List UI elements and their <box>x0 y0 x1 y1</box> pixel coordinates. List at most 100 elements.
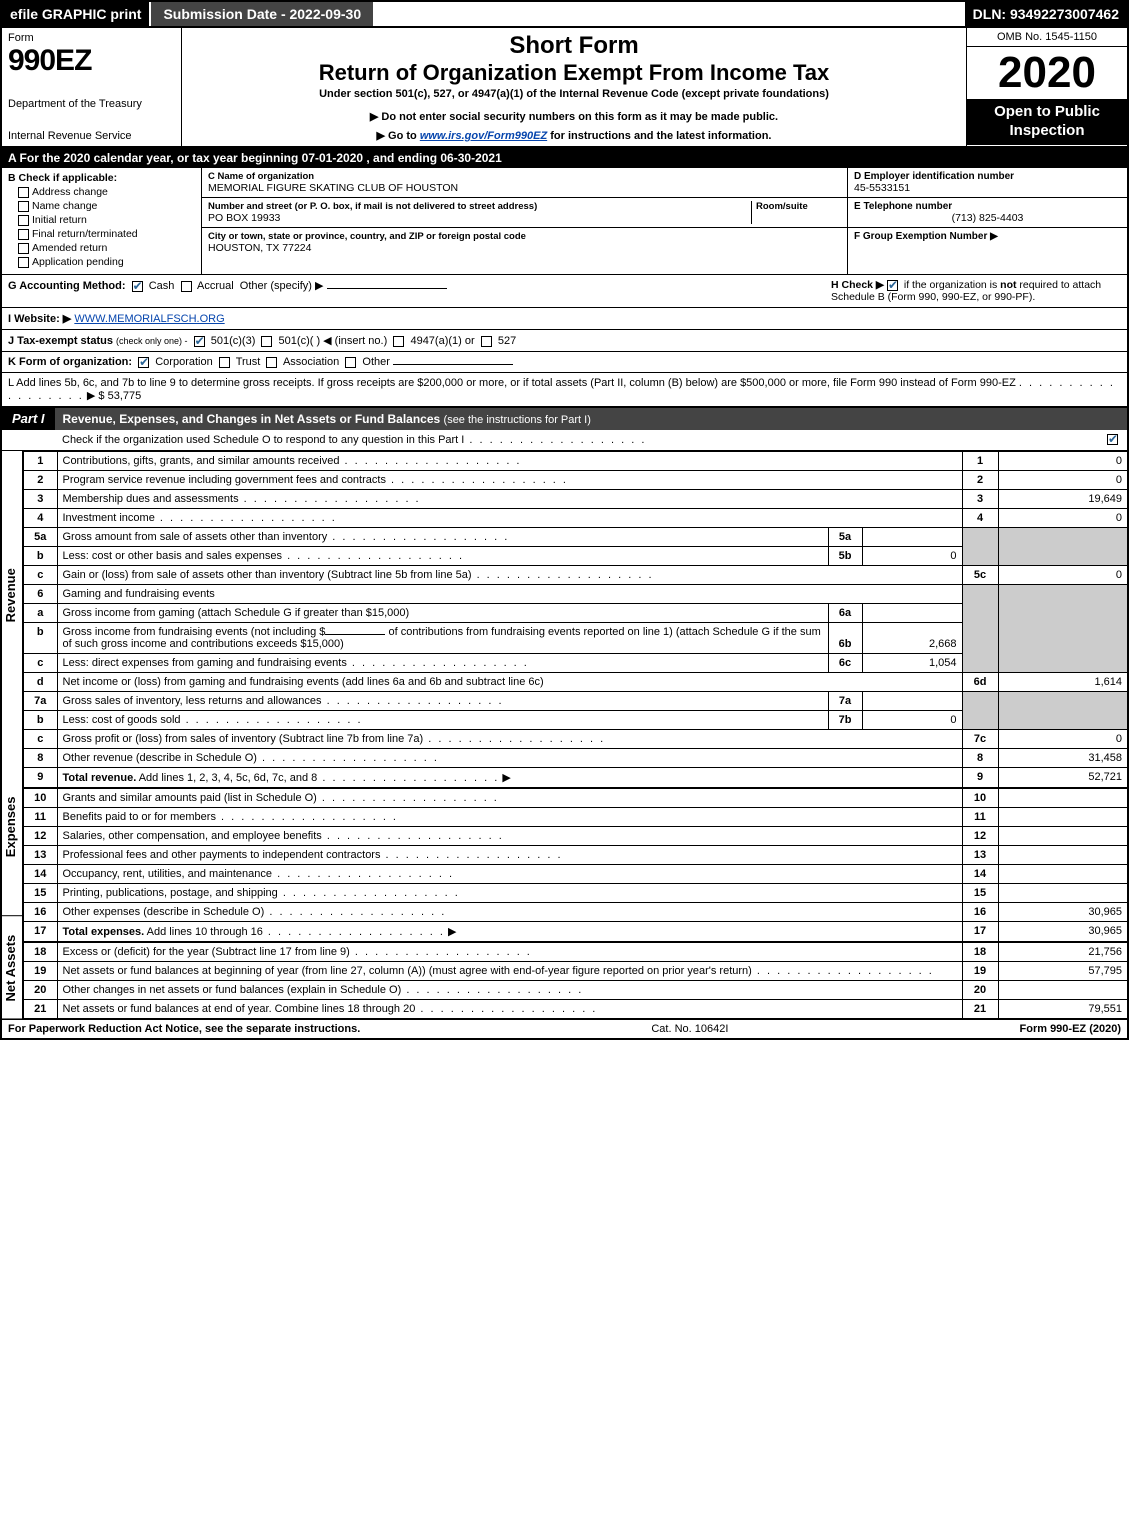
box-b: B Check if applicable: Address change Na… <box>2 168 202 274</box>
line-6: 6 Gaming and fundraising events <box>23 585 1128 604</box>
city-value: HOUSTON, TX 77224 <box>208 242 841 254</box>
header-left: Form 990EZ Department of the Treasury In… <box>2 28 182 146</box>
line-21: 21 Net assets or fund balances at end of… <box>23 1000 1128 1019</box>
chk-501c3[interactable] <box>194 336 205 347</box>
j-label: J Tax-exempt status <box>8 335 113 347</box>
header-center: Short Form Return of Organization Exempt… <box>182 28 967 146</box>
j-tax-exempt: J Tax-exempt status (check only one) - 5… <box>0 330 1129 352</box>
line-20: 20 Other changes in net assets or fund b… <box>23 981 1128 1000</box>
chk-cash[interactable] <box>132 281 143 292</box>
website-link[interactable]: WWW.MEMORIALFSCH.ORG <box>74 313 224 325</box>
line-6c: c Less: direct expenses from gaming and … <box>23 654 1128 673</box>
header-right: OMB No. 1545-1150 2020 Open to Public In… <box>967 28 1127 146</box>
box-f: F Group Exemption Number ▶ <box>848 228 1127 274</box>
city-row: City or town, state or province, country… <box>202 228 847 257</box>
l-arrow: ▶ $ <box>87 390 108 402</box>
phone-value: (713) 825-4403 <box>854 212 1121 224</box>
line-19: 19 Net assets or fund balances at beginn… <box>23 962 1128 981</box>
top-bar: efile GRAPHIC print Submission Date - 20… <box>0 0 1129 28</box>
other-specify-input[interactable] <box>327 288 447 289</box>
open-to-public: Open to Public Inspection <box>967 99 1127 145</box>
chk-application-pending[interactable]: Application pending <box>18 256 195 268</box>
phone-label: E Telephone number <box>854 201 1121 212</box>
city-label: City or town, state or province, country… <box>208 231 841 242</box>
g-accounting: G Accounting Method: Cash Accrual Other … <box>8 279 821 303</box>
dept-treasury: Department of the Treasury <box>8 98 175 110</box>
line-6d: d Net income or (loss) from gaming and f… <box>23 673 1128 692</box>
line-7a: 7a Gross sales of inventory, less return… <box>23 692 1128 711</box>
under-section: Under section 501(c), 527, or 4947(a)(1)… <box>190 88 958 100</box>
dln-label: DLN: 93492273007462 <box>965 2 1127 26</box>
omb-number: OMB No. 1545-1150 <box>967 28 1127 47</box>
goto-suffix: for instructions and the latest informat… <box>547 130 771 142</box>
line-5b: b Less: cost or other basis and sales ex… <box>23 547 1128 566</box>
line-6a: a Gross income from gaming (attach Sched… <box>23 604 1128 623</box>
chk-address-change[interactable]: Address change <box>18 186 195 198</box>
form-header: Form 990EZ Department of the Treasury In… <box>0 28 1129 148</box>
part1-body: Revenue Expenses Net Assets 1 Contributi… <box>0 451 1129 1019</box>
line-2: 2 Program service revenue including gove… <box>23 471 1128 490</box>
do-not-enter: ▶ Do not enter social security numbers o… <box>190 110 958 123</box>
chk-corp[interactable] <box>138 357 149 368</box>
part1-tag: Part I <box>2 407 55 430</box>
h-label: H Check ▶ <box>831 279 884 291</box>
identity-block: B Check if applicable: Address change Na… <box>0 168 1129 275</box>
box-def: D Employer identification number 45-5533… <box>847 168 1127 274</box>
part1-header: Part I Revenue, Expenses, and Changes in… <box>0 407 1129 430</box>
line-3: 3 Membership dues and assessments 3 19,6… <box>23 490 1128 509</box>
line-1: 1 Contributions, gifts, grants, and simi… <box>23 452 1128 471</box>
line-15: 15 Printing, publications, postage, and … <box>23 884 1128 903</box>
chk-assoc[interactable] <box>266 357 277 368</box>
part1-title: Revenue, Expenses, and Changes in Net As… <box>55 408 1127 430</box>
chk-501c[interactable] <box>261 336 272 347</box>
dept-irs: Internal Revenue Service <box>8 130 175 142</box>
vtab-expenses: Expenses <box>2 739 22 916</box>
line-18: 18 Excess or (deficit) for the year (Sub… <box>23 942 1128 962</box>
line-6b: b Gross income from fundraising events (… <box>23 623 1128 654</box>
chk-527[interactable] <box>481 336 492 347</box>
goto-prefix: ▶ Go to <box>377 130 420 142</box>
street-row: Number and street (or P. O. box, if mail… <box>202 198 847 228</box>
part1-check-o: Check if the organization used Schedule … <box>0 430 1129 451</box>
efile-label[interactable]: efile GRAPHIC print <box>2 2 149 26</box>
chk-name-change[interactable]: Name change <box>18 200 195 212</box>
street-value: PO BOX 19933 <box>208 212 751 224</box>
chk-4947[interactable] <box>393 336 404 347</box>
topbar-spacer <box>373 2 965 26</box>
goto-link[interactable]: www.irs.gov/Form990EZ <box>420 130 547 142</box>
short-form-title: Short Form <box>190 32 958 60</box>
street-label: Number and street (or P. O. box, if mail… <box>208 201 751 212</box>
box-e: E Telephone number (713) 825-4403 <box>848 198 1127 228</box>
chk-trust[interactable] <box>219 357 230 368</box>
h-check: H Check ▶ if the organization is not req… <box>821 279 1121 303</box>
line-12: 12 Salaries, other compensation, and emp… <box>23 827 1128 846</box>
l-gross-receipts: L Add lines 5b, 6c, and 7b to line 9 to … <box>0 373 1129 407</box>
goto-line: ▶ Go to www.irs.gov/Form990EZ for instru… <box>190 129 958 142</box>
chk-h[interactable] <box>887 280 898 291</box>
chk-amended-return[interactable]: Amended return <box>18 242 195 254</box>
line-4: 4 Investment income 4 0 <box>23 509 1128 528</box>
org-name-value: MEMORIAL FIGURE SKATING CLUB OF HOUSTON <box>208 182 841 194</box>
vtab-netassets: Net Assets <box>2 917 22 1019</box>
line-7b: b Less: cost of goods sold 7b 0 <box>23 711 1128 730</box>
chk-initial-return[interactable]: Initial return <box>18 214 195 226</box>
k-label: K Form of organization: <box>8 356 132 368</box>
page-footer: For Paperwork Reduction Act Notice, see … <box>0 1019 1129 1040</box>
website-label: I Website: ▶ <box>8 313 71 325</box>
line-5a: 5a Gross amount from sale of assets othe… <box>23 528 1128 547</box>
chk-final-return[interactable]: Final return/terminated <box>18 228 195 240</box>
line-10: 10 Grants and similar amounts paid (list… <box>23 788 1128 808</box>
chk-schedule-o[interactable] <box>1107 434 1118 445</box>
line-16: 16 Other expenses (describe in Schedule … <box>23 903 1128 922</box>
line-17: 17 Total expenses. Add lines 10 through … <box>23 922 1128 943</box>
footer-center: Cat. No. 10642I <box>360 1023 1019 1035</box>
group-exemption-label: F Group Exemption Number ▶ <box>854 231 1121 242</box>
other-org-input[interactable] <box>393 364 513 365</box>
chk-other-org[interactable] <box>345 357 356 368</box>
vtab-column: Revenue Expenses Net Assets <box>0 451 22 1019</box>
line-5c: c Gain or (loss) from sale of assets oth… <box>23 566 1128 585</box>
lines-table: 1 Contributions, gifts, grants, and simi… <box>22 451 1129 1019</box>
box-b-label: B Check if applicable: <box>8 172 117 184</box>
chk-accrual[interactable] <box>181 281 192 292</box>
line-9: 9 Total revenue. Add lines 1, 2, 3, 4, 5… <box>23 768 1128 789</box>
